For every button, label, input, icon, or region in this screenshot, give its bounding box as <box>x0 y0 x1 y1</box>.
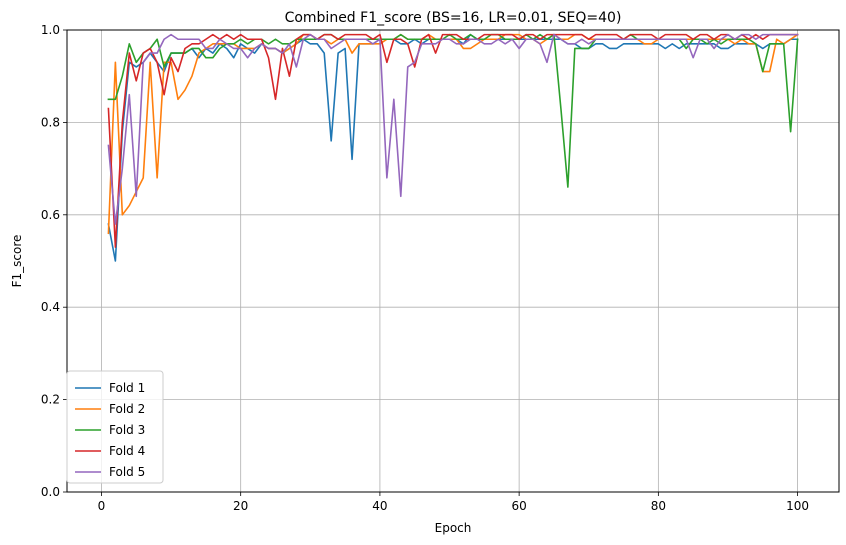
series-line-fold-3 <box>107 33 799 188</box>
legend-box <box>66 370 164 484</box>
legend-label-fold-4: Fold 4 <box>109 444 145 458</box>
chart-title: Combined F1_score (BS=16, LR=0.01, SEQ=4… <box>285 10 622 26</box>
x-tick-label: 60 <box>511 499 526 513</box>
y-tick-label: 0.4 <box>41 300 60 314</box>
series-line-fold-5 <box>107 33 799 225</box>
y-tick-label: 0.0 <box>41 485 60 499</box>
x-tick-label: 20 <box>233 499 248 513</box>
x-tick-label: 0 <box>98 499 106 513</box>
series-lines <box>107 33 799 262</box>
y-tick-label: 0.6 <box>41 208 60 222</box>
legend-label-fold-1: Fold 1 <box>109 381 145 395</box>
y-tick-label: 1.0 <box>41 23 60 37</box>
axes-frame <box>66 29 840 493</box>
y-axis-label: F1_score <box>10 235 24 288</box>
legend-label-fold-2: Fold 2 <box>109 402 145 416</box>
legend: Fold 1 Fold 2 Fold 3 Fold 4 Fold 5 <box>66 370 164 484</box>
legend-label-fold-3: Fold 3 <box>109 423 145 437</box>
y-tick-label: 0.2 <box>41 393 60 407</box>
legend-label-fold-5: Fold 5 <box>109 465 145 479</box>
plot-area <box>67 30 839 492</box>
x-axis-label: Epoch <box>435 521 472 535</box>
x-tick-label: 80 <box>651 499 666 513</box>
series-line-fold-4 <box>107 33 799 248</box>
axis-ticks: 0 20 40 60 80 100 0.0 0.2 0.4 0.6 0.8 1.0 <box>41 23 809 513</box>
x-tick-label: 100 <box>786 499 809 513</box>
y-tick-label: 0.8 <box>41 115 60 129</box>
x-tick-label: 40 <box>372 499 387 513</box>
